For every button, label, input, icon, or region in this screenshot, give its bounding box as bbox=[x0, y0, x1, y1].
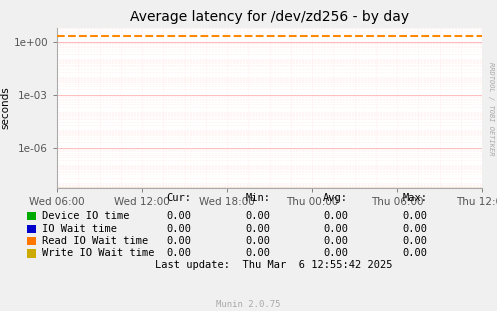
Title: Average latency for /dev/zd256 - by day: Average latency for /dev/zd256 - by day bbox=[130, 10, 409, 24]
Text: 0.00: 0.00 bbox=[403, 211, 427, 221]
Text: 0.00: 0.00 bbox=[166, 224, 191, 234]
Text: 0.00: 0.00 bbox=[403, 248, 427, 258]
Text: 0.00: 0.00 bbox=[246, 211, 271, 221]
Text: IO Wait time: IO Wait time bbox=[42, 224, 117, 234]
Text: 0.00: 0.00 bbox=[246, 224, 271, 234]
Text: 0.00: 0.00 bbox=[323, 236, 348, 246]
Text: 0.00: 0.00 bbox=[166, 248, 191, 258]
Text: Read IO Wait time: Read IO Wait time bbox=[42, 236, 149, 246]
Text: 0.00: 0.00 bbox=[323, 224, 348, 234]
Text: 0.00: 0.00 bbox=[403, 236, 427, 246]
Text: Avg:: Avg: bbox=[323, 193, 348, 202]
Text: Last update:  Thu Mar  6 12:55:42 2025: Last update: Thu Mar 6 12:55:42 2025 bbox=[155, 260, 392, 270]
Text: RRDTOOL / TOBI OETIKER: RRDTOOL / TOBI OETIKER bbox=[488, 62, 494, 156]
Text: 0.00: 0.00 bbox=[403, 224, 427, 234]
Y-axis label: seconds: seconds bbox=[0, 87, 11, 129]
Text: Min:: Min: bbox=[246, 193, 271, 202]
Text: 0.00: 0.00 bbox=[323, 211, 348, 221]
Text: Write IO Wait time: Write IO Wait time bbox=[42, 248, 155, 258]
Text: Max:: Max: bbox=[403, 193, 427, 202]
Text: 0.00: 0.00 bbox=[246, 248, 271, 258]
Text: Cur:: Cur: bbox=[166, 193, 191, 202]
Text: 0.00: 0.00 bbox=[323, 248, 348, 258]
Text: Device IO time: Device IO time bbox=[42, 211, 130, 221]
Text: Munin 2.0.75: Munin 2.0.75 bbox=[216, 300, 281, 309]
Text: 0.00: 0.00 bbox=[166, 236, 191, 246]
Text: 0.00: 0.00 bbox=[246, 236, 271, 246]
Text: 0.00: 0.00 bbox=[166, 211, 191, 221]
